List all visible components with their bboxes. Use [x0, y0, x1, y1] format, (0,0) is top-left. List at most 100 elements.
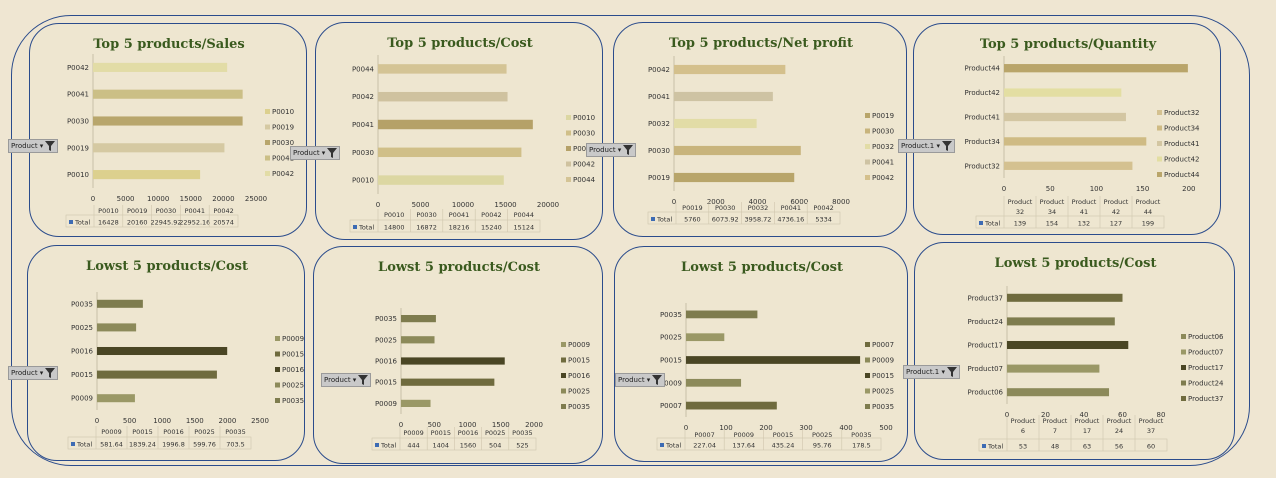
legend-swatch — [561, 388, 566, 394]
x-tick-label: 2000 — [707, 198, 725, 206]
table-cell: 15124 — [513, 224, 534, 232]
y-tick-label: Product42 — [965, 89, 1001, 97]
table-header: Product — [1011, 417, 1036, 425]
chart-svg: Top 5 products/Net profit P0042 P0041 P0032… — [647, 36, 894, 225]
table-cell: 1404 — [433, 442, 450, 450]
table-header: P0035 — [512, 429, 532, 437]
table-header: P0009 — [101, 428, 121, 436]
total-label: Total — [380, 442, 396, 450]
funnel-icon — [947, 367, 957, 377]
y-tick-label: P0016 — [71, 348, 94, 356]
field-filter-button[interactable]: Product ▾ — [586, 143, 637, 157]
table-header: P0025 — [194, 428, 214, 436]
bar — [686, 310, 758, 319]
total-marker — [375, 443, 379, 447]
legend-swatch — [566, 161, 571, 167]
legend-label: Product06 — [1188, 333, 1224, 341]
table-cell: 525 — [516, 442, 528, 450]
table-cell: 63 — [1083, 443, 1091, 451]
legend-label: Product41 — [1164, 140, 1200, 148]
bar — [93, 62, 228, 72]
legend-label: P0042 — [272, 170, 294, 178]
bar — [674, 145, 801, 156]
y-tick-label: P0015 — [660, 357, 682, 365]
y-tick-label: Product06 — [968, 389, 1004, 397]
y-tick-label: P0035 — [660, 311, 682, 319]
x-tick-label: 80 — [1157, 411, 1166, 419]
x-tick-label: 20000 — [212, 195, 234, 203]
legend-swatch — [865, 357, 870, 363]
y-tick-label: P0044 — [352, 65, 375, 73]
legend-swatch — [561, 404, 566, 409]
legend-label: Product32 — [1164, 109, 1200, 117]
table-header: P0010 — [98, 207, 118, 215]
bar — [93, 89, 243, 99]
x-tick-label: 400 — [839, 424, 852, 432]
field-filter-button[interactable]: Product ▾ — [321, 373, 372, 387]
table-header: P0007 — [694, 431, 714, 439]
x-tick-label: 15000 — [494, 201, 516, 209]
table-header: P0015 — [132, 428, 152, 436]
x-tick-label: 8000 — [832, 198, 850, 206]
table-header: Product — [1072, 198, 1097, 206]
field-filter-button[interactable]: Product ▾ — [615, 373, 666, 387]
legend-swatch — [561, 357, 566, 363]
field-filter-button[interactable]: Product.1 ▾ — [898, 139, 955, 153]
y-tick-label: P0015 — [71, 371, 93, 379]
legend-label: P0030 — [872, 128, 894, 136]
filter-label: Product ▾ — [618, 376, 651, 384]
x-tick-label: 200 — [759, 424, 772, 432]
y-tick-label: P0032 — [648, 120, 670, 128]
bar — [401, 336, 435, 344]
legend-label: Product44 — [1164, 171, 1200, 179]
legend-swatch — [1157, 141, 1162, 146]
chart-svg: Top 5 products/QuantityProduct44Product4… — [965, 37, 1200, 229]
table-header: P0041 — [449, 211, 469, 219]
table-header: P0010 — [384, 211, 404, 219]
legend-swatch — [1181, 349, 1186, 355]
legend-label: P0035 — [872, 403, 894, 411]
field-filter-button[interactable]: Product ▾ — [8, 366, 59, 380]
table-cell: 1996.8 — [162, 441, 185, 449]
table-cell: 60 — [1147, 443, 1155, 451]
table-header: P0042 — [481, 211, 501, 219]
bar — [1007, 317, 1115, 326]
bar — [401, 314, 436, 323]
table-header: P0030 — [156, 207, 176, 215]
bar — [97, 299, 143, 308]
bar — [1007, 364, 1100, 373]
x-tick-label: 100 — [719, 424, 732, 432]
y-tick-label: P0030 — [352, 149, 374, 157]
legend-label: P0016 — [282, 366, 305, 374]
y-tick-label: P0009 — [71, 395, 93, 403]
chart-title: Lowst 5 products/Cost — [86, 259, 248, 274]
funnel-icon — [652, 375, 663, 385]
field-filter-button[interactable]: Product ▾ — [8, 139, 59, 153]
legend-swatch — [865, 388, 870, 394]
legend-label: P0032 — [872, 143, 894, 151]
field-filter-button[interactable]: Product ▾ — [290, 146, 341, 160]
table-row — [349, 219, 541, 233]
chart-panel-8: Lowst 5 products/Cost Product37 Product24 P… — [914, 242, 1235, 460]
legend-label: P0025 — [568, 388, 590, 396]
y-tick-label: Product34 — [965, 138, 1001, 146]
field-filter-button[interactable]: Product.1 ▾ — [903, 365, 960, 379]
table-header: P0016 — [163, 428, 183, 436]
bar — [378, 147, 522, 158]
x-tick-label: 10000 — [452, 201, 474, 209]
x-tick-label: 15000 — [180, 195, 202, 203]
table-cell: 199 — [1142, 220, 1154, 228]
total-marker — [982, 444, 986, 448]
bar — [1004, 88, 1122, 97]
y-tick-label: P0041 — [648, 93, 670, 101]
total-marker — [69, 220, 73, 224]
y-tick-label: P0042 — [648, 66, 670, 74]
table-cell: 4736.16 — [777, 216, 804, 224]
legend-swatch — [275, 398, 280, 403]
table-header: P0019 — [682, 204, 702, 212]
table-row — [67, 436, 252, 450]
bar — [1004, 112, 1126, 122]
total-label: Total — [76, 441, 92, 449]
legend-swatch — [865, 128, 870, 134]
table-header: P0030 — [416, 211, 436, 219]
